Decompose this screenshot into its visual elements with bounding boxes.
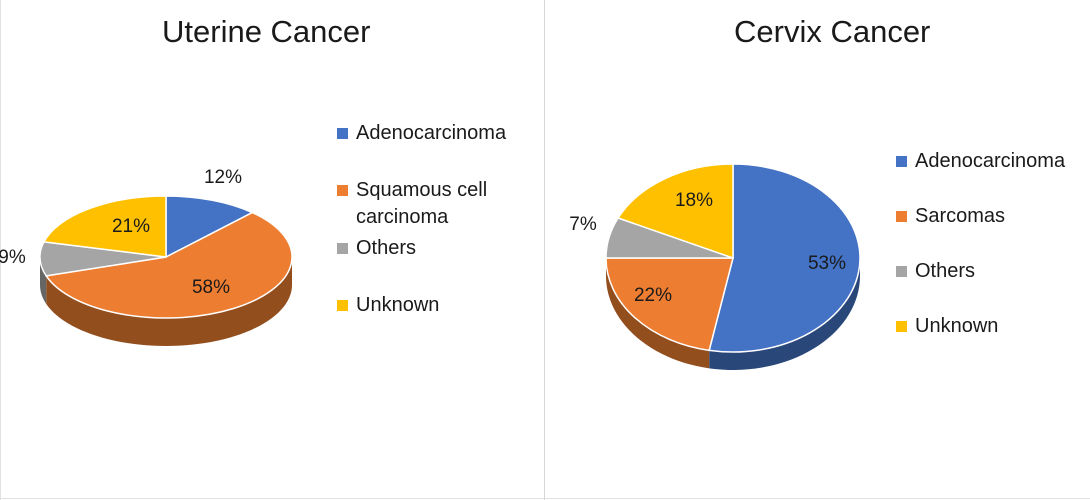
legend-label: Adenocarcinoma [915, 150, 1066, 172]
legend-swatch [896, 211, 907, 222]
legend-label: Sarcomas [915, 205, 1006, 227]
pie-slice-sarcomas [605, 257, 734, 352]
cervix-cancer-chart: Cervix Cancer 53% 22% 7% 18% Adenocarcinoma… [546, 0, 1090, 500]
data-label-others: 9% [0, 247, 26, 268]
legend-item-others: Others [337, 237, 526, 262]
legend-label: Unknown [915, 315, 999, 337]
legend-swatch [337, 300, 348, 311]
legend-item-squamous-cell-carcinoma: Squamous cell carcinoma [337, 179, 526, 231]
data-label-adenocarcinoma: 53% [808, 253, 846, 274]
pie-side-squamous-cell-carcinoma [46, 257, 292, 346]
legend-label: Unknown [356, 294, 440, 316]
legend-item-sarcomas: Sarcomas [896, 205, 1005, 230]
legend-swatch [896, 266, 907, 277]
data-label-unknown: 18% [675, 190, 713, 211]
legend-label: Adenocarcinoma [356, 122, 507, 144]
legend-swatch [896, 156, 907, 167]
pie-slice-squamous-cell-carcinoma [44, 211, 293, 319]
pie-side-sarcomas [606, 258, 710, 369]
data-label-unknown: 21% [112, 216, 150, 237]
pie-slice-adenocarcinoma [708, 163, 861, 353]
legend-label: Squamous cell carcinoma [356, 179, 488, 228]
frame-bottom-border [0, 498, 1090, 499]
pie-slice-unknown [42, 195, 167, 258]
legend-swatch [337, 185, 348, 196]
pie-slice-adenocarcinoma [165, 195, 254, 259]
legend-item-unknown: Unknown [896, 315, 998, 340]
pie-side-walls [606, 258, 860, 370]
legend-label: Others [356, 237, 417, 259]
chart-title: Uterine Cancer [162, 14, 371, 49]
frame-left-border [0, 0, 1, 500]
data-label-others: 7% [569, 214, 597, 235]
legend-label: Others [915, 260, 976, 282]
data-label-sarcomas: 22% [634, 285, 672, 306]
data-label-squamous-cell-carcinoma: 58% [192, 277, 230, 298]
data-label-adenocarcinoma: 12% [204, 167, 242, 188]
pie-plot: 53% 22% 7% 18% [569, 163, 861, 370]
panel-divider [544, 0, 545, 500]
legend-swatch [337, 128, 348, 139]
uterine-cancer-chart: Uterine Cancer 12% 58% 9% 21% Adenocarcinom… [0, 14, 526, 346]
legend-item-others: Others [896, 260, 975, 285]
pie-plot: 12% 58% 9% 21% [0, 167, 293, 346]
legend-item-unknown: Unknown [337, 294, 526, 319]
pie-side-adenocarcinoma [709, 258, 860, 370]
legend-item-adenocarcinoma: Adenocarcinoma [896, 150, 1065, 175]
legend-swatch [896, 321, 907, 332]
legend-item-adenocarcinoma: Adenocarcinoma [337, 122, 526, 147]
pie-slice-unknown [616, 163, 734, 260]
chart-title: Cervix Cancer [734, 14, 931, 49]
legend-swatch [337, 243, 348, 254]
